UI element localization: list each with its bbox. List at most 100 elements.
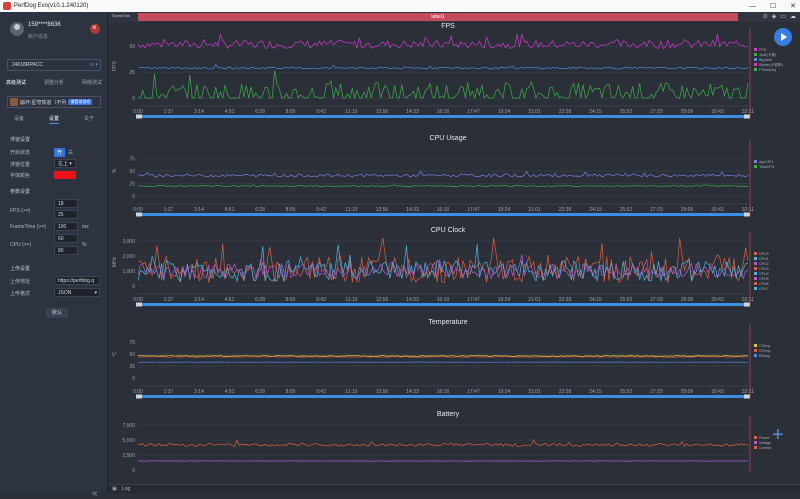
x-tick-label: 3:14 (194, 297, 204, 303)
y-axis-label: MHz (112, 256, 118, 267)
cpu-threshold-1[interactable]: 60 (54, 234, 78, 243)
tab-settings[interactable]: 设置 (49, 115, 59, 124)
series-line (138, 244, 748, 281)
x-tick-label: 21:01 (528, 389, 541, 395)
avatar[interactable] (10, 22, 24, 36)
frametime-input[interactable]: 100 (54, 222, 78, 231)
account-info-link[interactable]: 账户信息 (28, 33, 48, 40)
device-select[interactable]: 24018RPACC ≋ ▾ (7, 59, 101, 71)
x-tick-label: 27:29 (650, 297, 663, 303)
x-tick-label: 17:47 (467, 109, 480, 115)
fps-threshold-2[interactable]: 25 (54, 210, 78, 219)
y-tick-label: 25 (129, 181, 135, 187)
legend-swatch (754, 165, 757, 168)
legend-label: CPU1 (759, 257, 769, 261)
x-tick-label: 30:43 (711, 389, 724, 395)
x-tick-label: 24:15 (589, 389, 602, 395)
default-button[interactable]: 默认 (46, 308, 68, 318)
legend-swatch (754, 272, 757, 275)
plus-icon[interactable]: + (772, 424, 784, 447)
toggle-off[interactable]: 关 (65, 148, 76, 157)
upload-addr-input[interactable]: https://perfdog.q (54, 276, 100, 285)
legend-label: CPU7 (759, 287, 769, 291)
x-tick-label: 1:37 (164, 389, 174, 395)
x-tick-label: 12:56 (376, 389, 389, 395)
sidebar: 159****8636 账户信息 24018RPACC ≋ ▾ 高级测试 调整分… (0, 12, 108, 493)
x-tick-label: 22:38 (559, 207, 572, 213)
open-state-label: 开启状态 (10, 149, 30, 156)
y-tick-label: 0 (132, 468, 135, 472)
x-tick-label: 3:14 (194, 109, 204, 115)
x-tick-label: 27:29 (650, 389, 663, 395)
scrollbar-handle-left (136, 303, 142, 307)
settings-tabs: 设备 设置 关于 (14, 115, 94, 124)
log-bar[interactable]: Log (108, 484, 800, 493)
time-scrollbar (138, 115, 748, 118)
mode-tabs: 高级测试 调整分析 网络测试 (6, 79, 102, 86)
y-axis-label: % (112, 168, 118, 173)
minimize-button[interactable]: — (749, 3, 756, 10)
fps-threshold-1[interactable]: 18 (54, 199, 78, 208)
legend-swatch (754, 257, 757, 260)
x-tick-label: 16:10 (437, 109, 450, 115)
legend-swatch (754, 48, 757, 51)
legend-swatch (754, 349, 757, 352)
y-tick-label: 7,500 (122, 423, 135, 429)
series-line (138, 71, 748, 99)
legend-label: CTemp (759, 344, 770, 348)
font-color-swatch[interactable] (54, 171, 76, 179)
upload-format-select[interactable]: JSON ▾ (54, 288, 100, 297)
frametime-label: FrameTime (>=) (10, 224, 46, 230)
collapse-icon[interactable]: « (92, 488, 98, 499)
x-tick-label: 29:06 (681, 389, 694, 395)
toggle-on[interactable]: 开 (54, 148, 65, 157)
upload-addr-label: 上传地址 (10, 278, 30, 285)
tab-advanced-test[interactable]: 高级测试 (6, 79, 26, 86)
tab-device[interactable]: 设备 (14, 115, 24, 124)
x-tick-label: 16:10 (437, 207, 450, 213)
maximize-button[interactable]: ☐ (770, 2, 776, 10)
legend-swatch (754, 68, 757, 71)
x-tick-label: 9:42 (316, 207, 326, 213)
fps-label: FPS (>=) (10, 208, 30, 214)
position-label: 浮窗位置 (10, 161, 30, 168)
tab-network-test[interactable]: 网络测试 (82, 79, 102, 86)
tab-analysis[interactable]: 调整分析 (44, 79, 64, 86)
play-icon[interactable] (774, 28, 792, 46)
param-settings-heading: 参数设置 (10, 188, 30, 195)
y-tick-label: 50 (129, 44, 135, 50)
x-tick-label: 27:29 (650, 109, 663, 115)
scrollbar-handle-left (136, 115, 142, 119)
y-tick-label: 0 (132, 284, 135, 290)
x-tick-label: 32:11 (742, 297, 754, 303)
cpu-threshold-2[interactable]: 80 (54, 246, 78, 255)
x-tick-label: 29:06 (681, 207, 694, 213)
x-tick-label: 12:56 (376, 297, 389, 303)
scrollbar-handle-left (136, 395, 142, 399)
app-icon (10, 98, 18, 106)
x-tick-label: 19:24 (498, 389, 511, 395)
x-tick-label: 8:05 (286, 109, 296, 115)
legend-swatch (754, 160, 757, 163)
open-state-toggle[interactable]: 开 关 (54, 148, 76, 157)
x-tick-label: 19:24 (498, 109, 511, 115)
x-tick-label: 9:42 (316, 297, 326, 303)
x-tick-label: 14:33 (406, 389, 419, 395)
position-select[interactable]: 左上 ▾ (54, 159, 76, 168)
x-tick-label: 11:19 (345, 207, 357, 213)
chart-title: FPS (441, 23, 455, 30)
x-tick-label: 21:01 (528, 109, 541, 115)
legend-label: CPU4 (759, 272, 769, 276)
tab-about[interactable]: 关于 (84, 115, 94, 124)
x-tick-label: 9:42 (316, 109, 326, 115)
close-button[interactable]: ✕ (790, 2, 796, 10)
x-tick-label: 17:47 (467, 207, 480, 213)
x-tick-label: 29:06 (681, 297, 694, 303)
app-select[interactable]: 崩坏:星穹铁道（不列 请登录游戏 (7, 96, 101, 108)
legend-label: BigJank (759, 58, 772, 62)
x-tick-label: 30:43 (711, 109, 724, 115)
x-tick-label: 22:38 (559, 297, 572, 303)
x-tick-label: 14:33 (406, 297, 419, 303)
logout-icon[interactable] (90, 24, 100, 34)
